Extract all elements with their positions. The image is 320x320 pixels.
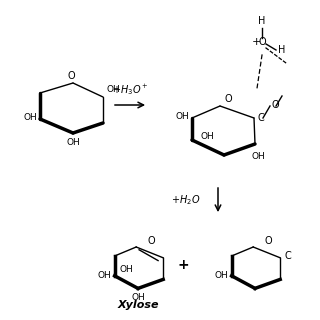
Text: OH: OH: [200, 132, 214, 140]
Text: O: O: [148, 236, 156, 246]
Text: O: O: [258, 37, 266, 47]
Text: $+H_3O^+$: $+H_3O^+$: [112, 82, 148, 97]
Text: C: C: [284, 251, 291, 261]
Text: OH: OH: [175, 111, 189, 121]
Text: OH: OH: [119, 265, 133, 274]
Text: +: +: [251, 37, 261, 47]
Text: H: H: [258, 16, 266, 26]
Text: C: C: [258, 113, 265, 123]
Text: O: O: [224, 94, 232, 104]
Text: OH: OH: [215, 271, 228, 280]
Text: O: O: [265, 236, 273, 246]
Text: Xylose: Xylose: [117, 300, 159, 310]
Text: $+H_2O$: $+H_2O$: [171, 193, 200, 207]
Text: OH: OH: [106, 85, 120, 94]
Text: OH: OH: [98, 271, 112, 280]
Text: OH: OH: [23, 113, 37, 122]
Text: +: +: [177, 258, 189, 272]
Text: O: O: [68, 71, 75, 81]
Text: OH: OH: [66, 138, 80, 147]
Text: OH: OH: [251, 152, 265, 161]
Text: O: O: [272, 100, 280, 110]
Text: OH: OH: [131, 293, 145, 302]
Text: H: H: [278, 45, 285, 55]
